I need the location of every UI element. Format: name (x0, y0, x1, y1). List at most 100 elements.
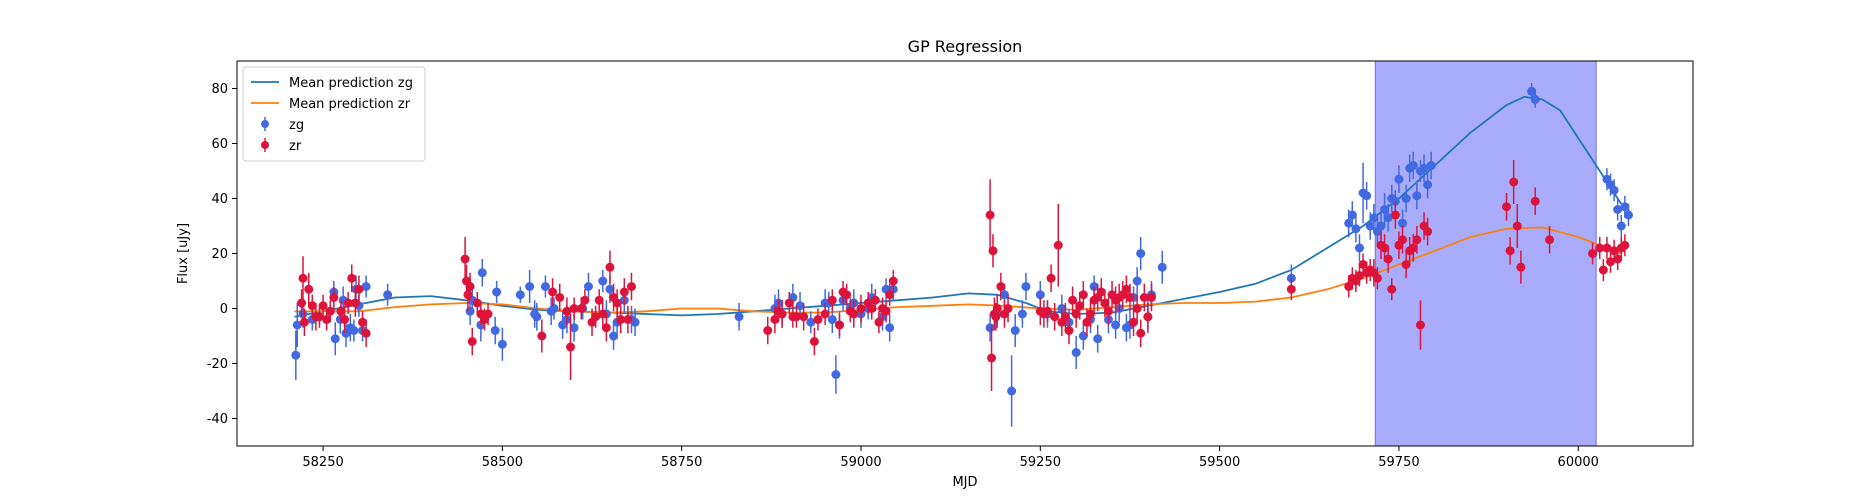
data-point-zg (1010, 314, 1020, 347)
legend: Mean prediction zg Mean prediction zr zg… (242, 66, 426, 162)
marker (791, 312, 801, 322)
marker (292, 320, 302, 330)
marker (329, 293, 339, 302)
data-point-zr (881, 300, 891, 323)
data-point-zr (548, 278, 558, 306)
data-point-zg (630, 308, 640, 336)
marker (1143, 312, 1153, 322)
marker (1021, 282, 1031, 291)
data-point-zr (358, 311, 368, 334)
data-point-zr (347, 264, 357, 292)
marker (598, 276, 608, 286)
data-point-zg (492, 281, 502, 303)
marker (314, 312, 324, 322)
marker (770, 315, 780, 324)
data-point-zr (460, 237, 470, 281)
marker (537, 331, 547, 341)
data-point-zr (591, 305, 601, 328)
marker (361, 328, 371, 338)
marker (1620, 202, 1630, 212)
marker (1053, 240, 1063, 250)
y-tick-label: 20 (211, 247, 228, 262)
data-point-zg (1078, 322, 1088, 350)
marker (799, 312, 809, 322)
data-point-zr (555, 283, 565, 312)
data-point-zr (307, 294, 317, 317)
marker (1082, 317, 1092, 327)
data-point-zr (1412, 226, 1422, 254)
marker (831, 370, 841, 379)
data-point-zr (820, 303, 830, 325)
data-point-zr (1078, 281, 1088, 309)
marker (1509, 177, 1519, 187)
marker (472, 298, 482, 308)
marker (1007, 386, 1017, 396)
marker (630, 317, 640, 327)
y-tick-label: 0 (220, 302, 228, 317)
marker (569, 304, 579, 313)
marker (612, 298, 622, 308)
marker (1390, 210, 1400, 220)
data-point-zr (1390, 201, 1400, 229)
data-point-zg (1423, 171, 1433, 199)
marker (1075, 301, 1085, 311)
x-tick-label: 58500 (482, 455, 523, 470)
legend-box (242, 66, 426, 162)
marker (1136, 249, 1146, 258)
chart-title: GP Regression (908, 37, 1023, 56)
data-point-zr (1042, 300, 1052, 323)
marker (605, 262, 615, 272)
marker (820, 309, 830, 319)
marker (1423, 227, 1433, 236)
data-point-zr (799, 303, 809, 331)
marker (1096, 287, 1106, 297)
marker (1505, 246, 1515, 256)
marker (591, 312, 601, 322)
data-point-zr (849, 300, 859, 328)
marker (885, 323, 895, 333)
data-point-zg (1412, 182, 1422, 210)
marker (1358, 260, 1368, 269)
x-tick-label: 59500 (1199, 455, 1240, 470)
y-tick-label: -40 (207, 412, 228, 427)
data-point-zr (1512, 204, 1522, 248)
marker (1071, 309, 1081, 319)
data-point-zr (304, 272, 314, 306)
data-point-zg (1347, 201, 1357, 229)
marker (1419, 163, 1429, 173)
data-point-zr (1103, 297, 1113, 325)
data-point-zg (1401, 184, 1411, 213)
marker (1408, 243, 1418, 253)
marker (354, 284, 364, 294)
marker (1401, 194, 1411, 203)
marker (834, 320, 844, 330)
data-point-zr (874, 311, 884, 334)
data-point-zr (1146, 283, 1156, 312)
data-point-zr (1053, 204, 1063, 287)
data-point-zr (598, 300, 608, 328)
data-point-zr (1509, 160, 1519, 204)
marker (992, 304, 1002, 313)
marker (1100, 298, 1110, 308)
y-tick-label: 60 (211, 137, 228, 152)
axes-layer: 58250 58500 58750 59000 59250 59500 59750 60000… (207, 82, 1599, 470)
marker (795, 301, 805, 311)
data-point-zr (1387, 278, 1397, 301)
data-point-zr (325, 300, 335, 323)
marker (885, 290, 895, 300)
marker (1408, 161, 1418, 170)
marker (336, 306, 346, 316)
data-point-zg (985, 314, 995, 342)
data-point-zr (318, 294, 328, 317)
marker (1050, 312, 1060, 322)
data-point-zr (985, 179, 995, 251)
marker (1530, 95, 1540, 104)
data-points-layer (291, 83, 1633, 427)
data-point-zr (566, 314, 576, 380)
marker (626, 282, 636, 291)
data-point-zr (569, 297, 579, 320)
marker (1545, 235, 1555, 245)
data-point-zr (619, 278, 629, 306)
data-point-zr (298, 256, 308, 301)
marker (340, 315, 350, 324)
